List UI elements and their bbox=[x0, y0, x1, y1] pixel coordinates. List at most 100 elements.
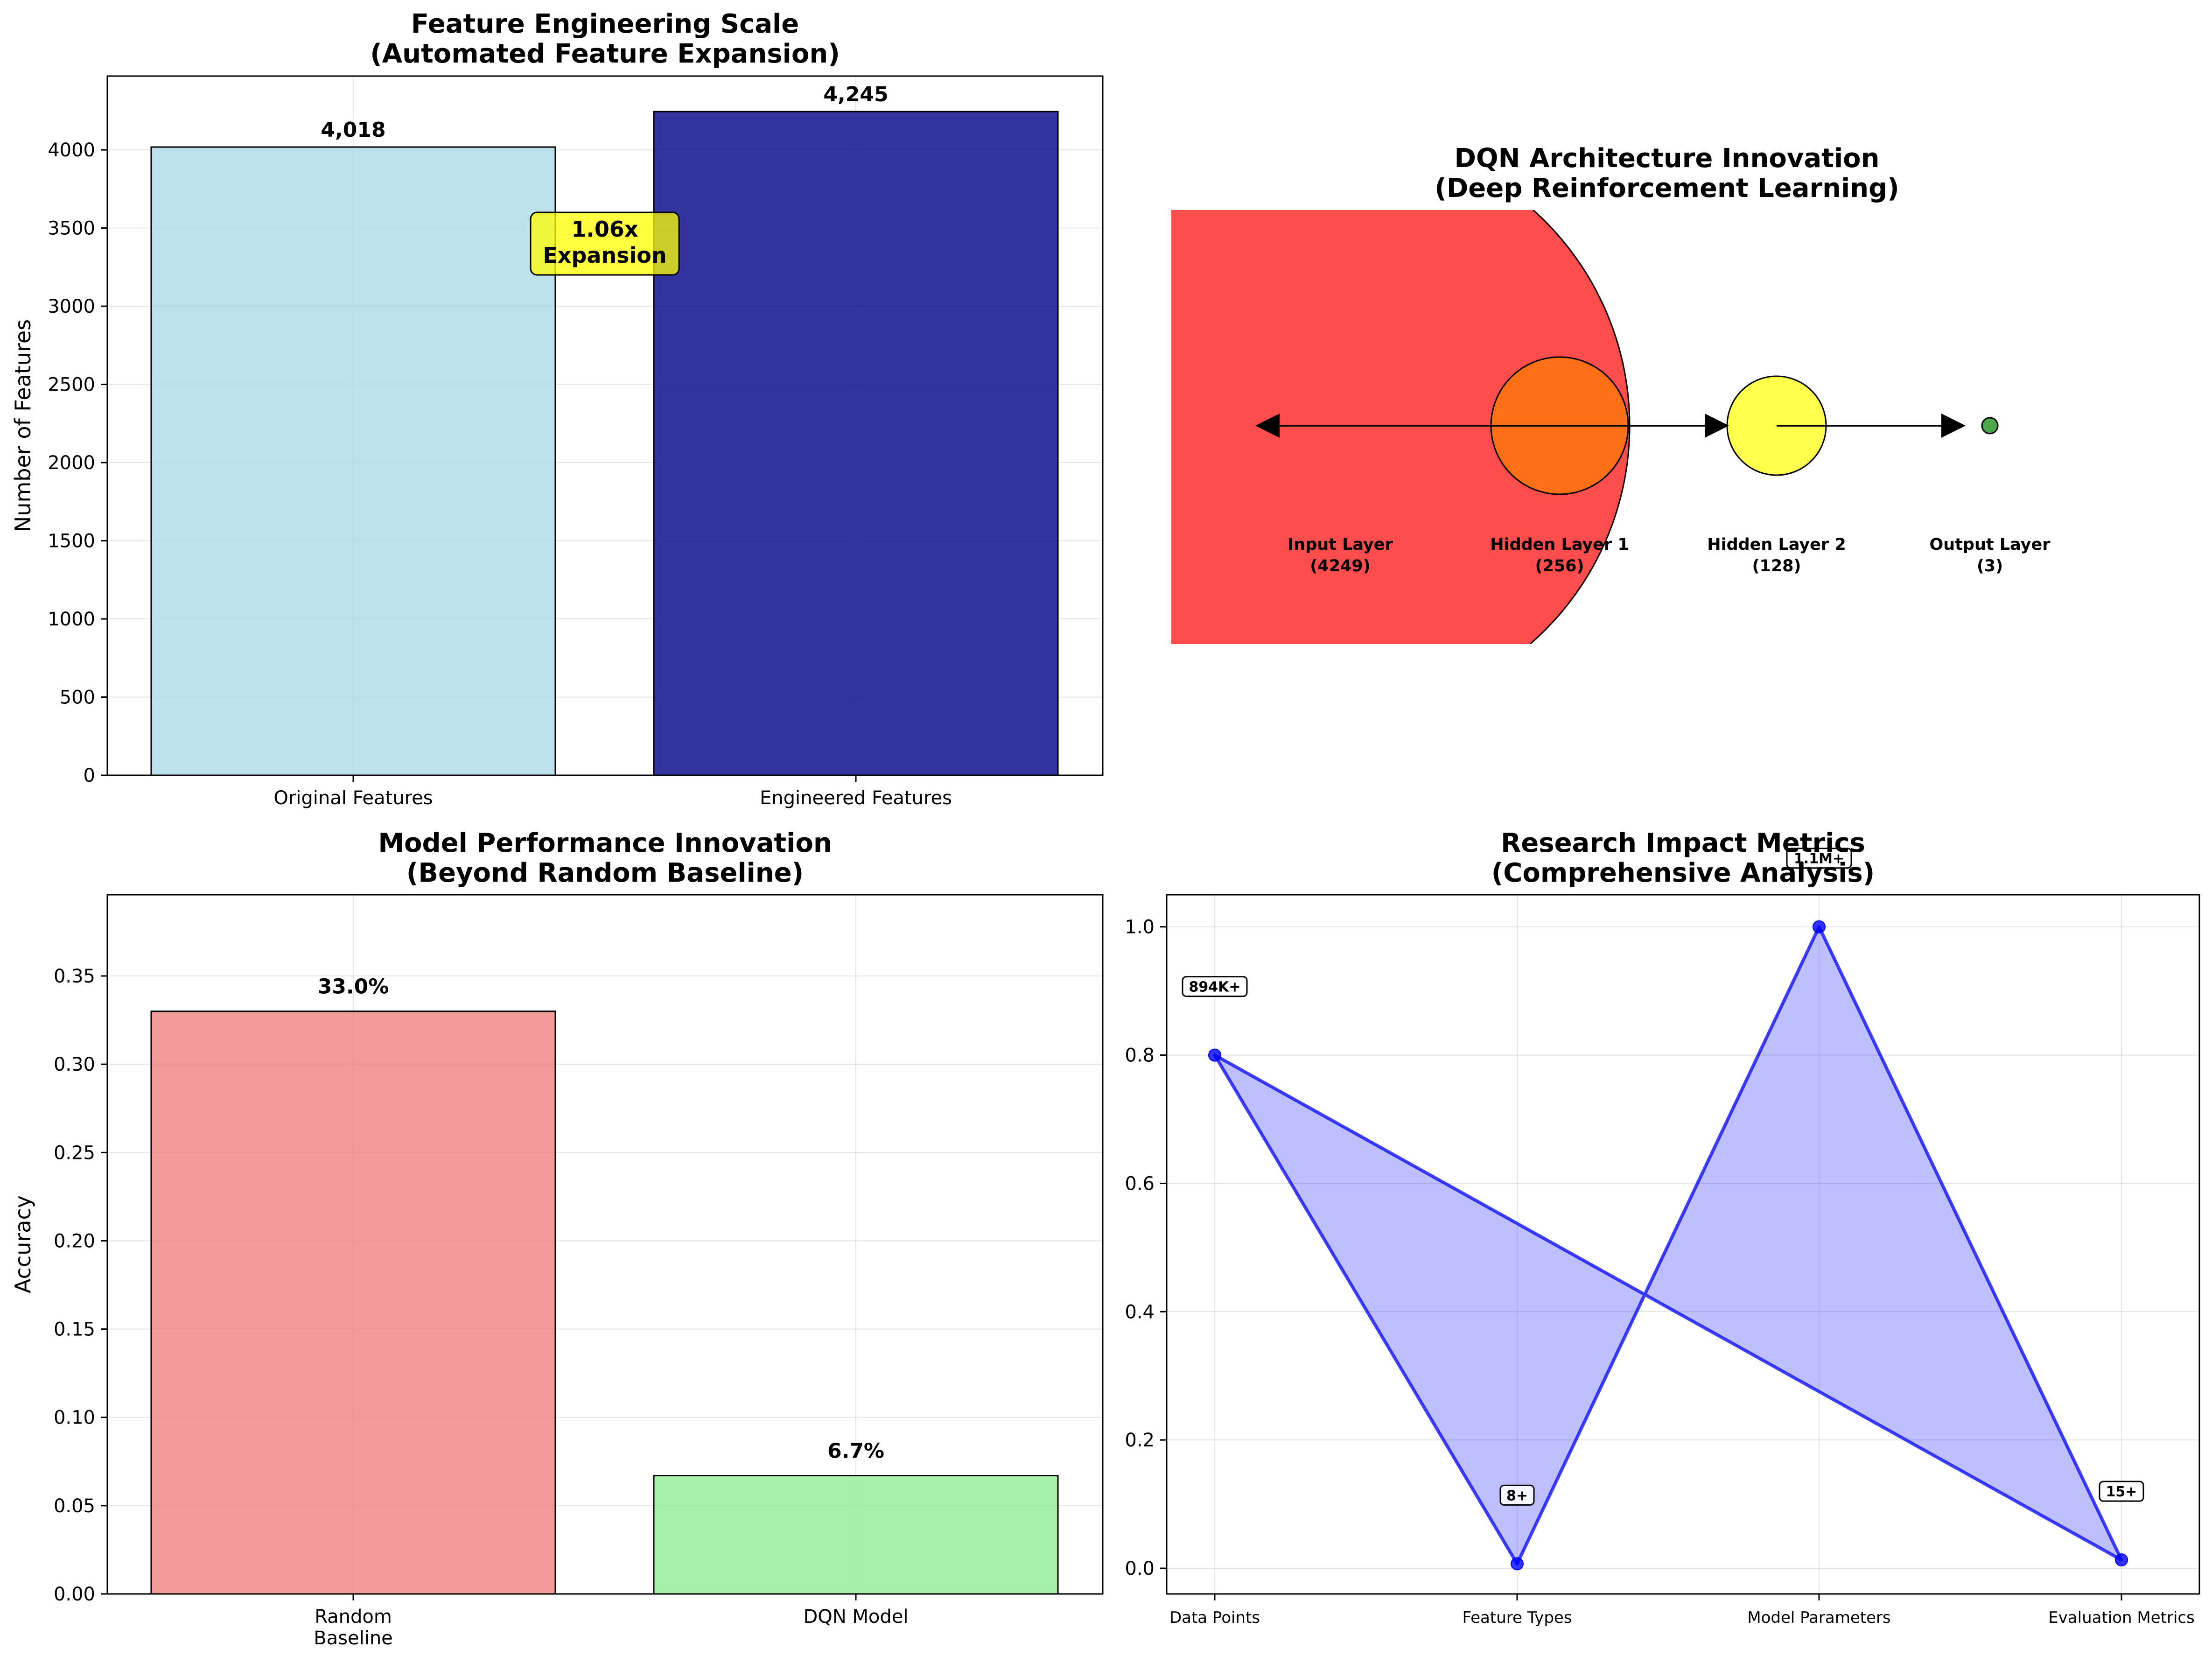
p4-title-text: Research Impact Metrics (Comprehensive An… bbox=[1491, 828, 1875, 888]
p4-y-ticks: 0.0 0.2 0.4 0.6 0.8 1.0 bbox=[1125, 917, 1167, 1579]
p4-data-label-box-2 bbox=[1786, 848, 1852, 869]
p2-layer-name-0: Input Layer bbox=[1288, 535, 1393, 554]
p4-point-0 bbox=[1208, 1048, 1221, 1062]
p1-ytick-label-3: 1500 bbox=[48, 531, 95, 552]
p1-ytick-label-1: 500 bbox=[60, 687, 95, 709]
dqn-architecture-diagram: DQN Architecture Innovation (Deep Reinfor… bbox=[1171, 143, 2051, 644]
p2-layer-size-3: (3) bbox=[1977, 557, 2003, 575]
p1-ytick-label-8: 4000 bbox=[48, 140, 95, 161]
p1-data-label-1: 4,245 bbox=[823, 83, 888, 106]
p2-layer-labels: Input Layer (4249) Hidden Layer 1 (256) Hidd… bbox=[1288, 535, 2051, 575]
p3-data-label-1: 6.7% bbox=[827, 1439, 884, 1463]
p4-data-label-box-1 bbox=[1499, 1484, 1535, 1506]
p2-layer-nodes bbox=[1171, 210, 1999, 644]
p3-ytick-label-0: 0.00 bbox=[54, 1584, 95, 1605]
p3-ytick-label-3: 0.15 bbox=[54, 1319, 95, 1340]
p4-ytick-label-4: 0.8 bbox=[1125, 1045, 1155, 1067]
p4-axes-frame bbox=[1166, 894, 2200, 1595]
p4-ytick-label-2: 0.4 bbox=[1125, 1301, 1155, 1323]
p4-point-3 bbox=[2115, 1553, 2128, 1567]
p3-bar-0 bbox=[150, 1010, 556, 1595]
model-performance-chart: 0.00 0.05 0.10 0.15 0.20 0.25 0.30 0.35 Random B… bbox=[10, 828, 1104, 1649]
p3-xtick-label-1: DQN Model bbox=[803, 1606, 908, 1628]
p1-x-ticks: Original Features Engineered Features bbox=[273, 775, 952, 809]
p2-layer-name-1: Hidden Layer 1 bbox=[1490, 535, 1629, 554]
p1-y-ticks: 0 500 1000 1500 2000 2500 3000 3500 4000 bbox=[48, 140, 107, 786]
p4-data-labels: 894K+ 8+ 1.1M+ 15+ bbox=[1182, 848, 2144, 1506]
p1-ytick-label-6: 3000 bbox=[48, 296, 95, 317]
p2-title-text: DQN Architecture Innovation (Deep Reinfor… bbox=[1435, 143, 1899, 203]
p4-series-area bbox=[1208, 920, 2128, 1571]
p2-arrow-head-2 bbox=[1941, 414, 1966, 438]
p1-xtick-label-1: Engineered Features bbox=[760, 787, 952, 809]
p4-xtick-label-2: Model Parameters bbox=[1747, 1608, 1891, 1627]
p4-ytick-label-1: 0.2 bbox=[1125, 1430, 1155, 1451]
p3-bars bbox=[150, 1010, 1059, 1595]
p4-xtick-label-1: Feature Types bbox=[1462, 1608, 1572, 1627]
p1-bars bbox=[150, 111, 1059, 776]
p4-data-label-box-0 bbox=[1182, 976, 1248, 997]
p1-title: Feature Engineering Scale (Automated Feat… bbox=[370, 9, 840, 69]
p1-ytick-label-7: 3500 bbox=[48, 218, 95, 239]
p3-ytick-label-5: 0.25 bbox=[54, 1142, 95, 1164]
p3-ytick-label-7: 0.35 bbox=[54, 966, 95, 987]
p3-x-ticks: Random Baseline DQN Model bbox=[314, 1594, 909, 1649]
p4-ytick-label-5: 1.0 bbox=[1125, 917, 1155, 938]
p4-ytick-label-3: 0.6 bbox=[1125, 1173, 1155, 1194]
p4-data-label-3: 15+ bbox=[2106, 1484, 2137, 1500]
p3-ylabel-text: Accuracy bbox=[10, 1195, 35, 1293]
p1-ytick-label-4: 2000 bbox=[48, 452, 95, 474]
p3-data-label-0: 33.0% bbox=[318, 975, 389, 999]
p4-xtick-label-0: Data Points bbox=[1169, 1608, 1260, 1627]
p1-ytick-label-0: 0 bbox=[84, 765, 95, 786]
p4-title: Research Impact Metrics (Comprehensive An… bbox=[1491, 828, 1875, 888]
p4-data-label-1: 8+ bbox=[1506, 1488, 1528, 1504]
p4-ytick-label-0: 0.0 bbox=[1125, 1558, 1155, 1579]
p1-axes-frame bbox=[106, 75, 1104, 776]
p2-layer-size-2: (128) bbox=[1752, 557, 1801, 575]
p2-arrow-head-1 bbox=[1705, 414, 1729, 438]
p2-layer-name-3: Output Layer bbox=[1930, 535, 2051, 554]
p2-layer-node-3 bbox=[1981, 417, 1999, 435]
feature-engineering-chart: 0 500 1000 1500 2000 2500 3000 3500 4000 Origina… bbox=[10, 9, 1104, 809]
p2-layer-name-2: Hidden Layer 2 bbox=[1707, 535, 1846, 554]
p1-ytick-label-2: 1000 bbox=[48, 609, 95, 630]
p2-layer-size-0: (4249) bbox=[1310, 557, 1370, 575]
p4-x-ticks: Data Points Feature Types Model Parameters… bbox=[1169, 1594, 2195, 1627]
p4-data-label-box-3 bbox=[2099, 1481, 2144, 1502]
p3-ytick-label-6: 0.30 bbox=[54, 1054, 95, 1075]
p1-expansion-annotation: 1.06x Expansion bbox=[530, 211, 680, 276]
p1-data-label-0: 4,018 bbox=[321, 118, 385, 142]
p4-point-1 bbox=[1511, 1557, 1524, 1571]
p2-arrow-head-0 bbox=[1255, 414, 1280, 438]
p1-title-text: Feature Engineering Scale (Automated Feat… bbox=[370, 9, 840, 69]
p1-bar-1 bbox=[653, 111, 1059, 776]
p3-data-labels: 33.0% 6.7% bbox=[318, 975, 884, 1463]
p4-data-label-2: 1.1M+ bbox=[1794, 851, 1844, 867]
p2-title: DQN Architecture Innovation (Deep Reinfor… bbox=[1435, 143, 1899, 203]
p3-ytick-label-1: 0.05 bbox=[54, 1495, 95, 1517]
p4-data-label-0: 894K+ bbox=[1189, 979, 1240, 996]
p4-xtick-label-3: Evaluation Metrics bbox=[2048, 1608, 2195, 1627]
p1-annotation-text: 1.06x Expansion bbox=[543, 217, 666, 268]
p3-y-axis-label: Accuracy bbox=[10, 1195, 35, 1293]
p1-data-labels: 4,018 4,245 bbox=[321, 83, 888, 142]
research-impact-chart: 0.0 0.2 0.4 0.6 0.8 1.0 Data Points Feature Ty… bbox=[1125, 828, 2200, 1627]
p3-y-ticks: 0.00 0.05 0.10 0.15 0.20 0.25 0.30 0.35 bbox=[54, 966, 107, 1605]
p1-ytick-label-5: 2500 bbox=[48, 374, 95, 396]
p1-xtick-label-0: Original Features bbox=[273, 787, 433, 809]
p4-point-2 bbox=[1813, 920, 1826, 933]
p3-bar-1 bbox=[653, 1475, 1059, 1595]
p1-bar-0 bbox=[150, 146, 556, 776]
p2-arrows bbox=[1255, 414, 1966, 438]
p3-ytick-label-4: 0.20 bbox=[54, 1230, 95, 1252]
p4-gridlines bbox=[1167, 895, 2199, 1594]
p1-ylabel-text: Number of Features bbox=[10, 319, 35, 532]
p3-title-text: Model Performance Innovation (Beyond Rand… bbox=[378, 828, 832, 888]
p1-y-axis-label: Number of Features bbox=[10, 319, 35, 532]
p1-annotation-box bbox=[530, 211, 680, 276]
p3-xtick-label-0: Random Baseline bbox=[314, 1606, 393, 1649]
p3-title: Model Performance Innovation (Beyond Rand… bbox=[378, 828, 832, 888]
p3-axes-frame bbox=[106, 894, 1104, 1595]
